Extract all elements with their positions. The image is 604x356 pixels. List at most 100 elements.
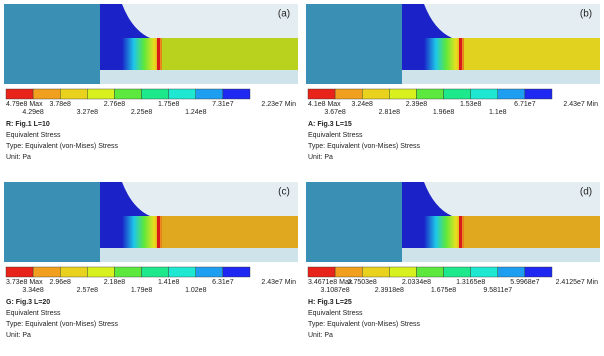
caption-line: Equivalent Stress [6, 310, 61, 317]
legend-cell [308, 267, 335, 277]
legend-cell [525, 267, 552, 277]
shaft [162, 216, 298, 248]
caption-line: Unit: Pa [6, 332, 31, 339]
caption-line: G: Fig.3 L=20 [6, 299, 50, 306]
figure: (a)4.79e8 Max3.78e82.76e81.75e87.31e74.2… [0, 0, 604, 356]
legend-cell [196, 267, 223, 277]
panel-label: (b) [580, 9, 592, 20]
legend-label: 1.24e8 [185, 109, 207, 116]
legend-cell [471, 89, 498, 99]
legend-label: 9.5811e7 [483, 287, 512, 294]
legend-label: 2.0334e8 [402, 279, 431, 286]
legend-label: 3.24e8 [352, 101, 374, 108]
legend-cell [87, 267, 114, 277]
legend-label: 3.27e8 [77, 109, 99, 116]
caption-line: H: Fig.3 L=25 [308, 299, 352, 306]
legend-cell [196, 89, 223, 99]
caption-line: Unit: Pa [308, 154, 333, 161]
legend-label: 1.675e8 [431, 287, 456, 294]
panel-label: (c) [278, 187, 290, 198]
caption-line: Equivalent Stress [6, 132, 61, 139]
legend-cell [335, 89, 362, 99]
legend-label: 3.67e8 [324, 109, 346, 116]
legend-label: 2.4125e7 Min [556, 279, 599, 286]
transition [424, 38, 464, 70]
legend-label: 4.79e8 Max [6, 101, 43, 108]
caption-line: Unit: Pa [308, 332, 333, 339]
legend-cell [169, 267, 196, 277]
legend-cell [223, 89, 250, 99]
hot-spot [157, 216, 160, 248]
legend-label: 6.31e7 [212, 279, 234, 286]
legend-label: 2.57e8 [77, 287, 99, 294]
legend-label: 1.41e8 [158, 279, 180, 286]
legend-cell [33, 267, 60, 277]
legend-label: 2.81e8 [379, 109, 401, 116]
legend-label: 4.29e8 [22, 109, 44, 116]
legend-label: 1.79e8 [131, 287, 153, 294]
legend-cell [308, 89, 335, 99]
panel-label: (d) [580, 187, 592, 198]
legend-cell [6, 267, 33, 277]
legend-label: 2.76e8 [104, 101, 126, 108]
teal-region [4, 4, 100, 84]
legend-label: 1.53e8 [460, 101, 482, 108]
shaft [162, 38, 298, 70]
legend-cell [335, 267, 362, 277]
lower-region [100, 248, 298, 262]
legend-label: 3.1087e8 [321, 287, 350, 294]
legend-label: 3.78e8 [50, 101, 72, 108]
legend-cell [169, 89, 196, 99]
legend-cell [389, 267, 416, 277]
shaft [464, 216, 600, 248]
legend-label: 4.1e8 Max [308, 101, 341, 108]
teal-region [306, 182, 402, 262]
legend-label: 3.73e8 Max [6, 279, 43, 286]
legend-cell [142, 89, 169, 99]
legend-cell [444, 267, 471, 277]
legend-cell [87, 89, 114, 99]
lower-region [402, 70, 600, 84]
legend-cell [33, 89, 60, 99]
transition [122, 38, 162, 70]
legend-label: 1.3165e8 [456, 279, 485, 286]
caption-line: Equivalent Stress [308, 132, 363, 139]
legend-cell [114, 267, 141, 277]
caption-line: Type: Equivalent (von-Mises) Stress [6, 321, 119, 328]
legend-cell [362, 89, 389, 99]
legend-label: 5.9968e7 [510, 279, 539, 286]
legend-cell [498, 89, 525, 99]
legend-label: 1.75e8 [158, 101, 180, 108]
legend-cell [60, 89, 87, 99]
caption-line: Equivalent Stress [308, 310, 363, 317]
legend-label: 2.23e7 Min [261, 101, 296, 108]
caption-line: A: Fig.3 L=15 [308, 121, 352, 128]
legend-cell [362, 267, 389, 277]
legend-label: 2.7503e8 [348, 279, 377, 286]
legend-cell [444, 89, 471, 99]
transition [424, 216, 464, 248]
legend-label: 2.18e8 [104, 279, 126, 286]
legend-label: 2.43e7 Min [563, 101, 598, 108]
legend-cell [60, 267, 87, 277]
legend-cell [525, 89, 552, 99]
hot-spot [157, 38, 160, 70]
legend-label: 1.96e8 [433, 109, 455, 116]
legend-label: 1.02e8 [185, 287, 207, 294]
legend-cell [416, 267, 443, 277]
panel-label: (a) [278, 9, 290, 20]
legend-cell [498, 267, 525, 277]
teal-region [306, 4, 402, 84]
legend-cell [471, 267, 498, 277]
caption-line: Type: Equivalent (von-Mises) Stress [308, 321, 421, 328]
transition [122, 216, 162, 248]
lower-region [100, 70, 298, 84]
legend-label: 2.43e7 Min [261, 279, 296, 286]
legend-cell [114, 89, 141, 99]
legend-cell [6, 89, 33, 99]
caption-line: Type: Equivalent (von-Mises) Stress [308, 143, 421, 150]
